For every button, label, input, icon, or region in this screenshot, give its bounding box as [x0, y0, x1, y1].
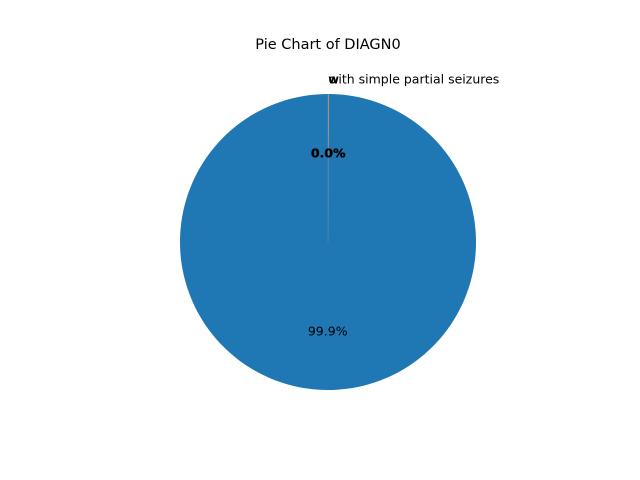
- slice-label-1: w: [329, 72, 339, 87]
- pie-slice-2: [328, 94, 329, 242]
- percent-label-1: 0.0%: [311, 146, 346, 161]
- pie-slices: [180, 94, 477, 390]
- slice-label-3: with simple partial seizures: [328, 72, 499, 87]
- slice-label-2: o: [328, 72, 336, 87]
- percent-labels: 99.9%0.0%0.0%0.0%: [308, 146, 348, 339]
- percent-label-0: 99.9%: [308, 323, 348, 338]
- pie-slice-1: [328, 94, 329, 242]
- percent-label-2: 0.0%: [311, 146, 346, 161]
- percent-label-3: 0.0%: [311, 146, 346, 161]
- chart-title: Pie Chart of DIAGN0: [255, 37, 400, 53]
